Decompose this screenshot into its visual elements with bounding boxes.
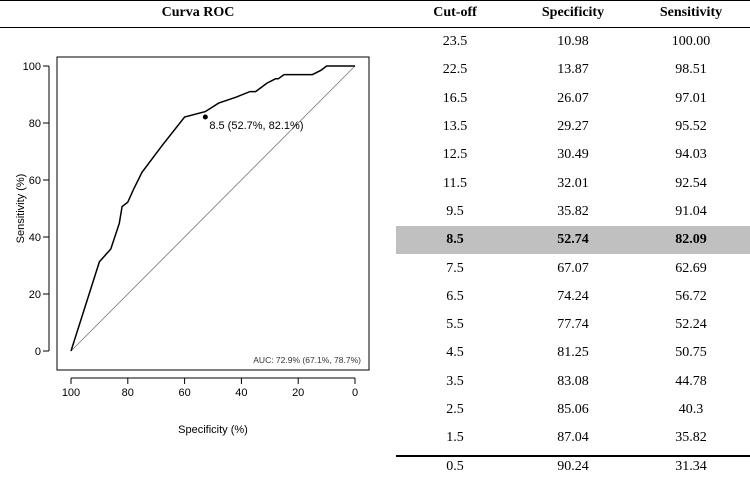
bottom-rule [396, 455, 750, 457]
cell-specificity: 10.98 [557, 34, 589, 50]
header-specificity: Specificity [541, 5, 605, 20]
cell-sensitivity: 44.78 [675, 373, 707, 389]
cell-cutoff: 12.5 [442, 147, 468, 163]
cell-specificity: 77.74 [557, 317, 589, 333]
cell-specificity: 52.74 [557, 232, 589, 248]
table-row: 11.5 32.01 92.54 [396, 169, 750, 197]
table-row: 4.5 81.25 50.75 [396, 339, 750, 367]
header-sensitivity: Sensitivity [659, 5, 723, 20]
cell-cutoff: 4.5 [446, 345, 464, 361]
table-row: 3.5 83.08 44.78 [396, 368, 750, 396]
table-row: 6.5 74.24 56.72 [396, 283, 750, 311]
cell-cutoff: 16.5 [442, 90, 468, 106]
table-row: 5.5 77.74 52.24 [396, 311, 750, 339]
cell-specificity: 30.49 [557, 147, 589, 163]
table-row: 23.5 10.98 100.00 [396, 28, 750, 56]
cell-specificity: 67.07 [557, 260, 589, 276]
cell-cutoff: 5.5 [446, 317, 464, 333]
cell-specificity: 90.24 [557, 458, 589, 474]
cell-specificity: 29.27 [557, 119, 589, 135]
cell-specificity: 81.25 [557, 345, 589, 361]
cell-sensitivity: 91.04 [675, 203, 707, 219]
roc-curve-line [70, 65, 355, 352]
cell-cutoff: 6.5 [446, 288, 464, 304]
y-tick-label: 40 [29, 232, 41, 244]
y-tick-label: 0 [35, 346, 41, 358]
cell-specificity: 13.87 [557, 62, 589, 78]
cell-cutoff: 7.5 [446, 260, 464, 276]
cell-specificity: 32.01 [557, 175, 589, 191]
cell-cutoff: 8.5 [446, 232, 464, 248]
cell-cutoff: 0.5 [446, 458, 464, 474]
table-row: 8.5 52.74 82.09 [396, 226, 750, 255]
cell-specificity: 85.06 [557, 402, 589, 417]
table-row: 2.5 85.06 40.3 [396, 396, 750, 424]
cell-cutoff: 13.5 [442, 119, 468, 135]
cell-cutoff: 11.5 [443, 175, 467, 191]
x-tick-label: 60 [178, 387, 190, 399]
table-row: 9.5 35.82 91.04 [396, 198, 750, 226]
top-rule [0, 0, 750, 1]
cell-specificity: 83.08 [557, 373, 589, 389]
header-cutoff: Cut-off [433, 5, 477, 20]
cell-specificity: 26.07 [557, 90, 589, 106]
cell-sensitivity: 40.3 [678, 402, 704, 417]
x-axis-label: Specificity (%) [178, 424, 248, 436]
cell-sensitivity: 100.00 [671, 34, 711, 50]
cell-sensitivity: 50.75 [675, 345, 707, 361]
roc-chart: 100 80 60 40 20 0 Specificity (%) 0 20 40 60 80 100 S… [15, 56, 370, 436]
y-tick-label: 60 [29, 175, 41, 187]
header-rule [0, 27, 750, 28]
table-row: 12.5 30.49 94.03 [396, 141, 750, 169]
cell-sensitivity: 98.51 [675, 62, 707, 78]
cell-cutoff: 3.5 [446, 373, 464, 389]
chart-title: Curva ROC [161, 5, 235, 20]
x-tick-label: 100 [62, 387, 80, 399]
x-tick-label: 0 [352, 387, 358, 399]
y-tick-label: 100 [23, 61, 41, 73]
cell-sensitivity: 52.24 [675, 317, 707, 333]
cell-cutoff: 9.5 [446, 203, 464, 219]
optimal-cutoff-label: 8.5 (52.7%, 82.1%) [209, 120, 303, 132]
table-row: 1.5 87.04 35.82 [396, 424, 750, 452]
cell-cutoff: 2.5 [446, 402, 464, 417]
cell-sensitivity: 82.09 [675, 232, 707, 248]
table-row: 13.5 29.27 95.52 [396, 113, 750, 141]
cell-sensitivity: 56.72 [675, 288, 707, 304]
cell-sensitivity: 92.54 [675, 175, 707, 191]
cell-sensitivity: 62.69 [675, 260, 707, 276]
table-row: 16.5 26.07 97.01 [396, 85, 750, 113]
cell-sensitivity: 35.82 [675, 430, 707, 446]
cell-sensitivity: 31.34 [675, 458, 707, 474]
reference-line [70, 65, 356, 352]
table-row: 7.5 67.07 62.69 [396, 254, 750, 282]
cell-specificity: 74.24 [557, 288, 589, 304]
cell-sensitivity: 97.01 [675, 90, 707, 106]
y-tick-label: 80 [29, 118, 41, 130]
x-tick-label: 20 [292, 387, 304, 399]
cell-sensitivity: 94.03 [675, 147, 707, 163]
optimal-cutoff-point [202, 114, 208, 120]
cell-specificity: 35.82 [557, 203, 589, 219]
cell-cutoff: 1.5 [446, 430, 464, 446]
cutoff-table: 23.5 10.98 100.00 22.5 13.87 98.51 16.5 26.07 97… [396, 28, 750, 481]
cell-cutoff: 22.5 [442, 62, 468, 78]
cell-cutoff: 23.5 [442, 34, 468, 50]
auc-annotation: AUC: 72.9% (67.1%, 78.7%) [253, 355, 361, 365]
table-row: 22.5 13.87 98.51 [396, 56, 750, 84]
x-tick-label: 80 [122, 387, 134, 399]
plot-frame [56, 56, 370, 371]
x-tick-label: 40 [235, 387, 247, 399]
cell-specificity: 87.04 [557, 430, 589, 446]
y-tick-label: 20 [29, 289, 41, 301]
cell-sensitivity: 95.52 [675, 119, 707, 135]
y-axis-label: Sensitivity (%) [15, 174, 27, 244]
